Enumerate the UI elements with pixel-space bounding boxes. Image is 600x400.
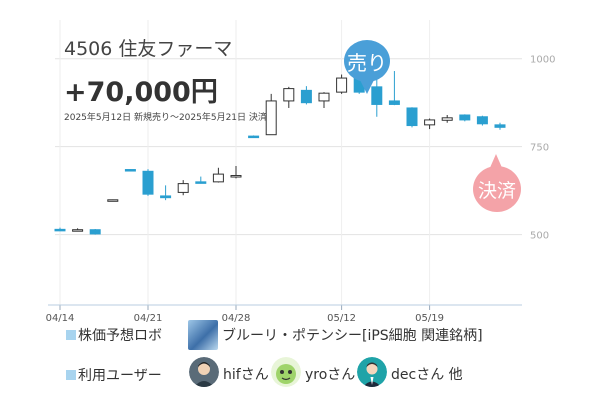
candle-body	[388, 100, 400, 105]
candle-body	[406, 107, 418, 127]
candle-body	[248, 135, 260, 139]
candle-body	[230, 175, 242, 178]
candle-body	[195, 181, 207, 184]
x-tick-label: 04/21	[134, 313, 163, 324]
candle-body	[441, 117, 453, 121]
y-tick-label: 750	[530, 143, 549, 154]
user-avatar-hif[interactable]	[189, 357, 219, 387]
users-row-label: 利用ユーザー	[66, 365, 162, 385]
candle-body	[142, 170, 154, 195]
candle-body	[424, 119, 436, 126]
candle-body	[265, 100, 277, 136]
businessman-avatar-icon	[357, 357, 387, 387]
candle-body	[300, 89, 312, 104]
users-more-suffix: 他	[448, 367, 463, 383]
users-label: 利用ユーザー	[78, 368, 162, 384]
bullet-square-icon	[66, 330, 76, 340]
candle-body	[494, 124, 506, 128]
sell-marker: 売り	[344, 40, 390, 82]
candle-body	[107, 199, 119, 202]
robot-row-label: 株価予想ロボ	[66, 325, 162, 345]
chart-grid	[55, 20, 522, 305]
user-name-yro[interactable]: yroさん	[305, 367, 356, 383]
bullet-square-icon	[66, 370, 76, 380]
candle-body	[124, 169, 136, 172]
user-name-hif[interactable]: hifさん	[223, 367, 269, 383]
candle-body	[459, 114, 471, 121]
robot-label: 株価予想ロボ	[78, 328, 162, 344]
stock-title: 4506 住友ファーマ	[64, 38, 233, 60]
candle-body	[72, 229, 84, 232]
user-avatar-yro[interactable]	[271, 357, 301, 387]
sell-marker-tail	[359, 78, 375, 94]
robot-thumbnail[interactable]	[188, 320, 218, 350]
user-avatar-dec[interactable]	[357, 357, 387, 387]
profit-amount: +70,000円	[64, 77, 218, 108]
candle-body	[54, 228, 66, 232]
candle-body	[283, 88, 295, 102]
candle-body	[476, 116, 488, 125]
candle-body	[212, 173, 224, 183]
chart-axis: 500 750 1000 04/14 04/21 04/28 05/12 05/19	[46, 55, 556, 324]
robot-name-link[interactable]: ブルーリ・ポテンシー[iPS細胞 関連銘柄]	[222, 328, 483, 344]
candle-body	[89, 229, 101, 235]
user-name-dec-text[interactable]: decさん	[391, 367, 445, 383]
settle-marker: 決済	[473, 166, 521, 212]
x-tick-label: 05/19	[415, 313, 444, 324]
x-tick-label: 04/14	[46, 313, 75, 324]
candle-body	[177, 183, 189, 193]
x-tick-label: 05/12	[327, 313, 356, 324]
candle-body	[336, 77, 348, 93]
man-avatar-icon	[189, 357, 219, 387]
mascot-avatar-icon	[271, 357, 301, 387]
candle-body	[318, 92, 330, 102]
x-tick-label: 04/28	[222, 313, 251, 324]
user-name-dec[interactable]: decさん 他	[391, 364, 463, 384]
trade-period: 2025年5月12日 新規売り〜2025年5月21日 決済	[64, 113, 267, 123]
y-tick-label: 1000	[530, 55, 555, 66]
y-tick-label: 500	[530, 231, 549, 242]
candle-body	[371, 86, 383, 105]
candle-body	[160, 195, 172, 199]
